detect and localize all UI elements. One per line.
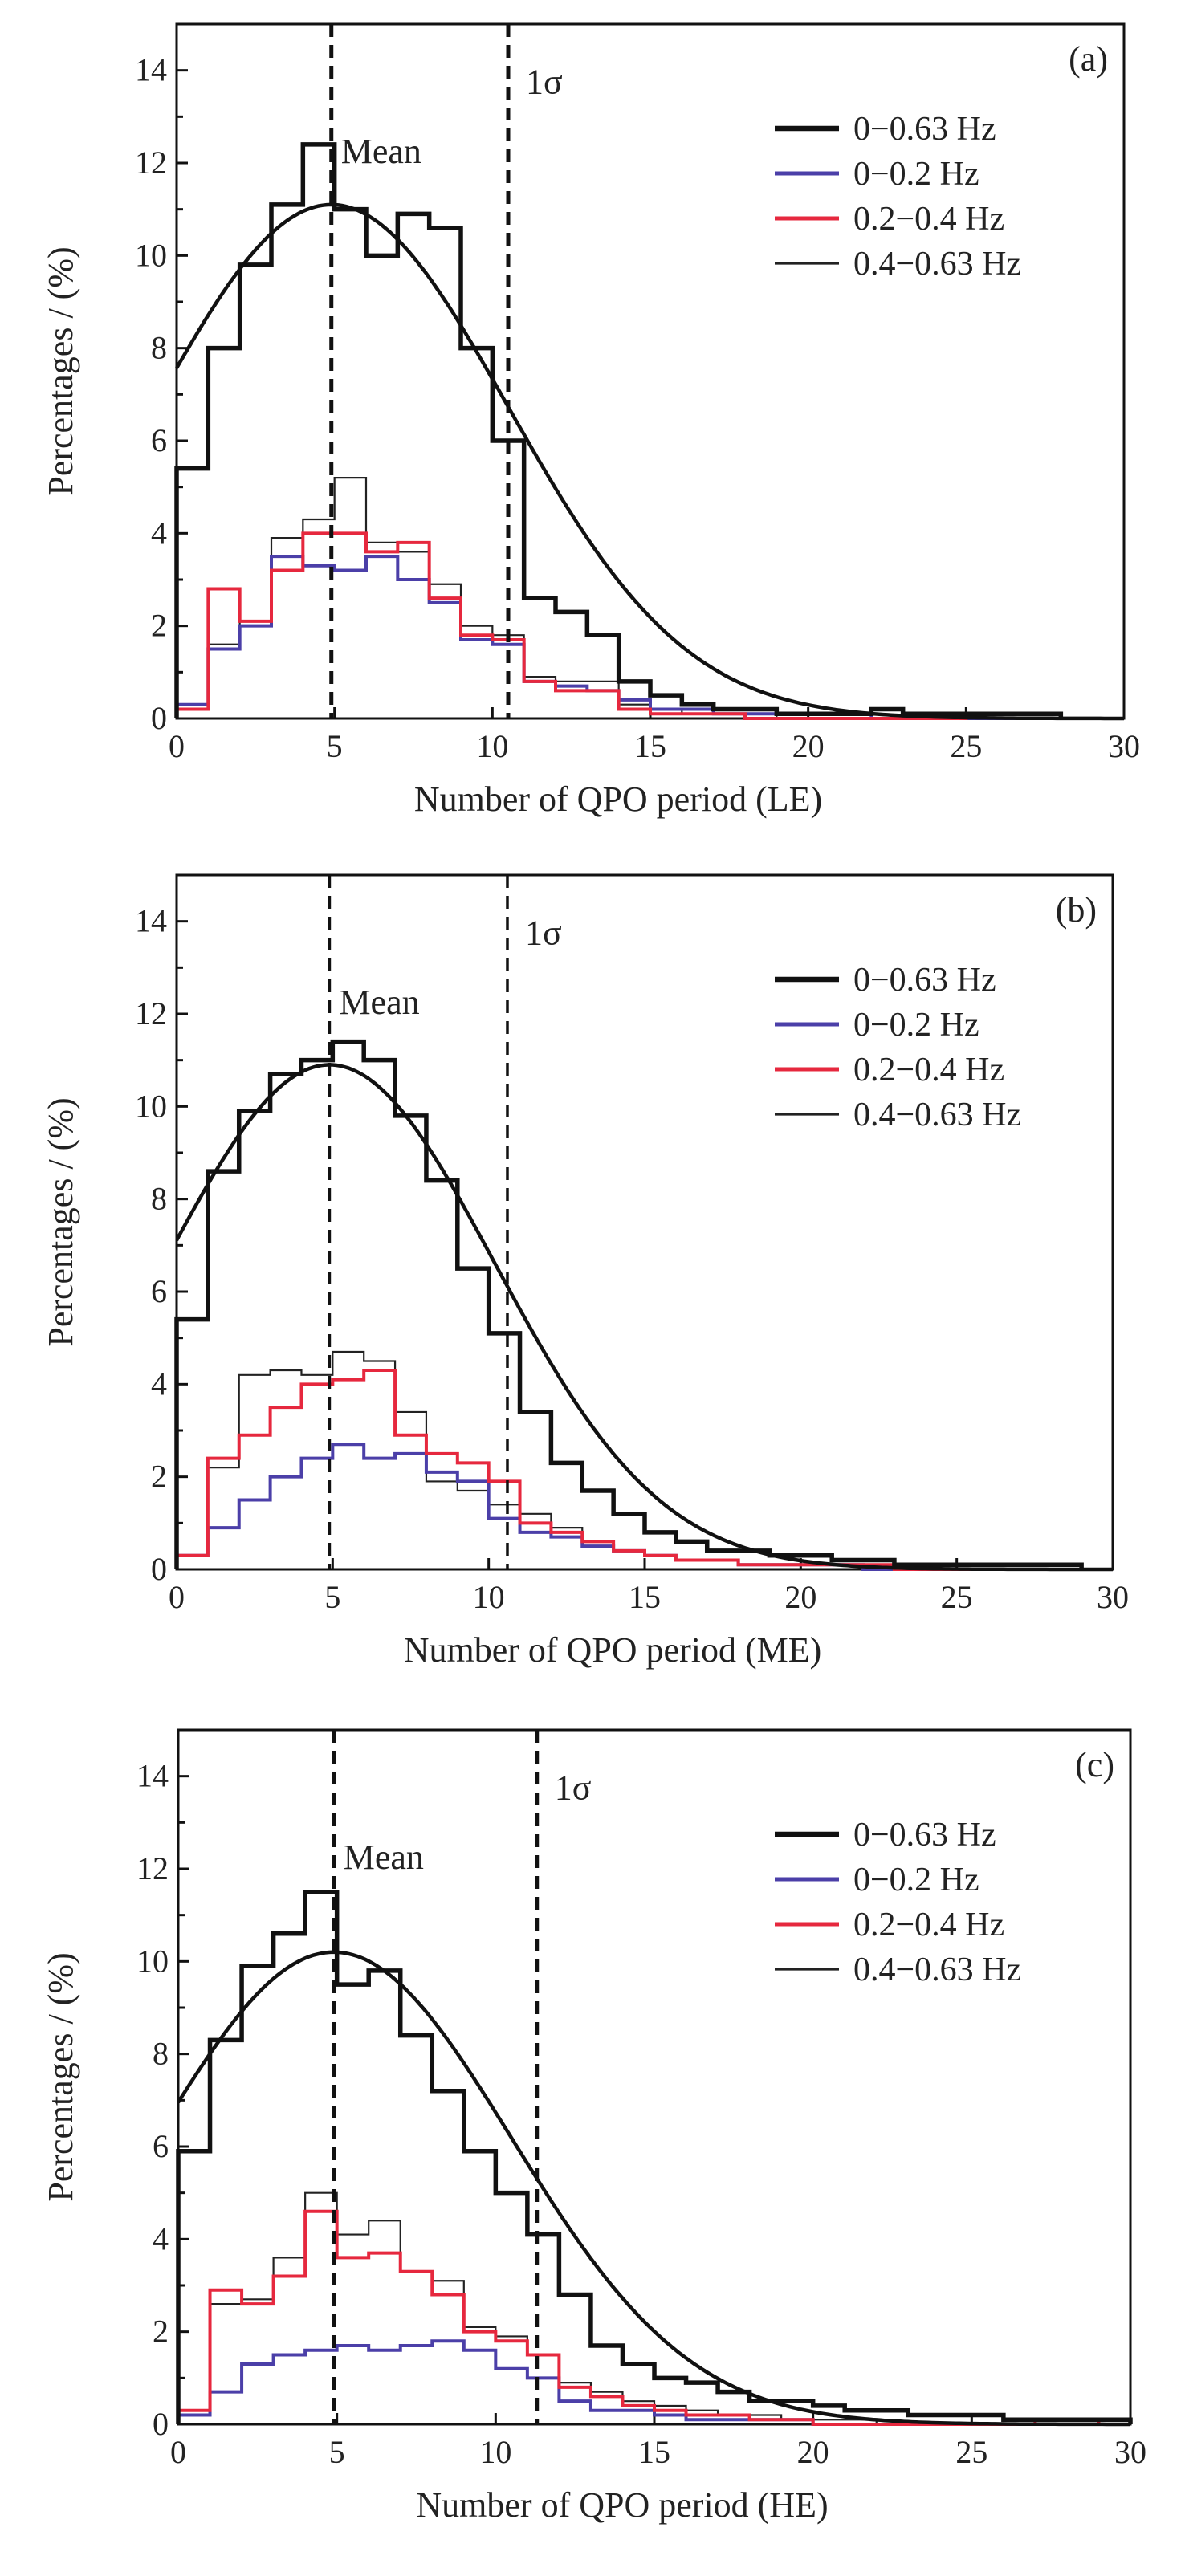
histogram-series-0: [176, 1890, 1133, 2424]
y-tick-label: 6: [151, 1273, 167, 1309]
histogram-series-2: [175, 531, 1063, 720]
y-tick-label: 0: [153, 2406, 169, 2442]
gaussian-fit-curve: [175, 202, 1124, 721]
x-tick-label: 0: [169, 728, 185, 764]
y-tick-label: 8: [151, 1181, 167, 1217]
y-tick-label: 6: [151, 422, 167, 458]
y-tick-label: 0: [151, 1551, 167, 1587]
x-tick-label: 25: [950, 728, 982, 764]
histogram-series-0: [174, 142, 1064, 718]
x-tick-label: 15: [638, 2434, 670, 2470]
legend-label-1: 0−0.2 Hz: [853, 156, 979, 193]
x-tick-label: 20: [792, 728, 825, 764]
legend-label-1: 0−0.2 Hz: [853, 1862, 979, 1898]
legend-label-1: 0−0.2 Hz: [853, 1007, 979, 1044]
legend-label-2: 0.2−0.4 Hz: [853, 1907, 1004, 1943]
x-tick-label: 15: [634, 728, 666, 764]
x-tick-label: 5: [327, 728, 343, 764]
gaussian-fit-curve: [175, 1063, 1113, 1572]
mean-label: Mean: [344, 1837, 424, 1877]
y-tick-label: 2: [153, 2314, 169, 2350]
histogram-series-2: [175, 1369, 1082, 1571]
legend-label-0: 0−0.63 Hz: [853, 1817, 996, 1854]
x-axis-label: Number of QPO period (LE): [414, 779, 822, 819]
x-tick-label: 20: [784, 1579, 816, 1615]
x-tick-label: 0: [169, 1579, 185, 1615]
gaussian-fit-curve: [177, 1950, 1130, 2427]
x-tick-label: 30: [1114, 2434, 1146, 2470]
x-axis-label: Number of QPO period (ME): [404, 1630, 822, 1670]
legend-label-3: 0.4−0.63 Hz: [853, 246, 1021, 283]
y-tick-label: 8: [153, 2036, 169, 2072]
y-tick-label: 14: [136, 1758, 169, 1794]
y-axis-label: Percentages / (%): [41, 246, 80, 495]
x-tick-label: 25: [955, 2434, 988, 2470]
sigma-label: 1σ: [525, 914, 562, 953]
y-tick-label: 12: [135, 995, 167, 1032]
x-tick-label: 5: [329, 2434, 345, 2470]
chart-panel-a: 0 5 10 15 20 25 30 0 2 4 6 8 10 12 14 Number of QPO per…: [41, 22, 1140, 819]
sigma-label: 1σ: [555, 1768, 592, 1808]
y-tick-label: 8: [151, 330, 167, 366]
x-tick-label: 30: [1097, 1579, 1129, 1615]
legend-label-3: 0.4−0.63 Hz: [853, 1951, 1021, 1988]
panel-label: (c): [1075, 1745, 1114, 1784]
y-tick-label: 14: [135, 903, 167, 939]
mean-label: Mean: [341, 132, 421, 171]
x-tick-label: 30: [1108, 728, 1140, 764]
histogram-series-3: [177, 2191, 1130, 2426]
y-tick-label: 2: [151, 1459, 167, 1495]
y-tick-label: 14: [135, 52, 167, 88]
x-tick-label: 10: [479, 2434, 511, 2470]
x-tick-label: 5: [324, 1579, 340, 1615]
y-tick-label: 4: [151, 515, 167, 551]
y-axis-label: Percentages / (%): [41, 1097, 80, 1346]
y-tick-label: 12: [135, 144, 167, 181]
y-tick-label: 10: [135, 237, 167, 273]
histogram-series-0: [174, 1039, 1084, 1569]
y-tick-label: 2: [151, 608, 167, 644]
y-tick-label: 0: [151, 700, 167, 736]
y-tick-label: 4: [151, 1365, 167, 1402]
x-tick-label: 10: [476, 728, 508, 764]
x-tick-label: 20: [797, 2434, 829, 2470]
legend-label-3: 0.4−0.63 Hz: [853, 1097, 1021, 1133]
y-axis-label: Percentages / (%): [41, 1952, 80, 2201]
legend-label-0: 0−0.63 Hz: [853, 111, 996, 148]
x-tick-label: 25: [941, 1579, 973, 1615]
y-tick-label: 12: [136, 1850, 169, 1886]
chart-panel-b: 0 5 10 15 20 25 30 0 2 4 6 8 10 12 14 Number of QPO per…: [41, 873, 1129, 1670]
y-tick-label: 6: [153, 2128, 169, 2164]
y-tick-label: 10: [135, 1088, 167, 1124]
x-tick-label: 0: [170, 2434, 186, 2470]
y-tick-label: 4: [153, 2220, 169, 2257]
panel-label: (a): [1069, 39, 1108, 79]
x-axis-label: Number of QPO period (HE): [416, 2485, 828, 2525]
histogram-series-2: [177, 2209, 1130, 2426]
mean-label: Mean: [339, 983, 419, 1022]
legend-label-2: 0.2−0.4 Hz: [853, 1052, 1004, 1089]
x-tick-label: 10: [473, 1579, 505, 1615]
sigma-label: 1σ: [526, 63, 563, 102]
x-tick-label: 15: [629, 1579, 661, 1615]
y-tick-label: 10: [136, 1943, 169, 1979]
panel-label: (b): [1056, 890, 1097, 930]
legend-label-2: 0.2−0.4 Hz: [853, 201, 1004, 238]
chart-panel-c: 0 5 10 15 20 25 30 0 2 4 6 8 10 12 14 Number of QPO per…: [41, 1728, 1146, 2525]
legend-label-0: 0−0.63 Hz: [853, 962, 996, 999]
